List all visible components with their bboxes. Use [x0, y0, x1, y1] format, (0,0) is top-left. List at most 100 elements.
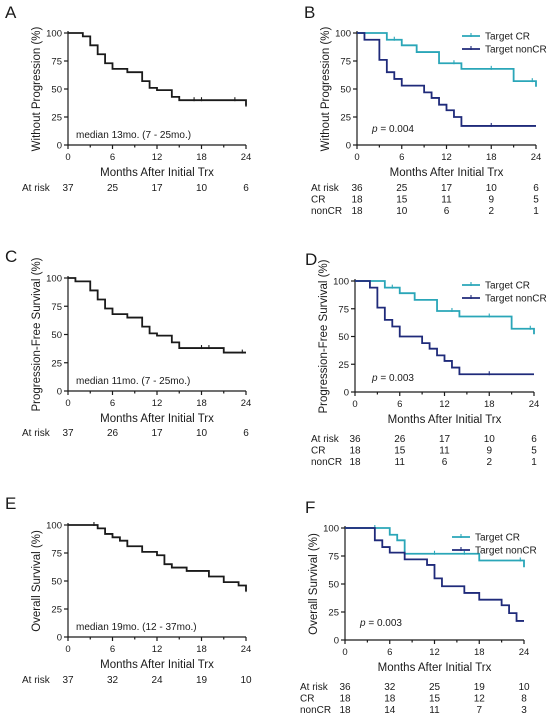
risk-count: 17 [441, 183, 453, 194]
legend-label: Target CR [475, 533, 520, 544]
risk-count: 18 [349, 446, 361, 457]
x-tick-label: 18 [486, 152, 497, 163]
risk-count: 10 [196, 183, 208, 194]
y-tick-label: 25 [51, 358, 62, 369]
y-tick-label: 0 [57, 387, 62, 398]
x-tick-label: 12 [152, 398, 163, 409]
panel-c: C 0 25 50 75 100 0 6 12 18 24 Months After Initial … [5, 247, 251, 439]
y-tick-label: 75 [338, 304, 349, 315]
x-tick-label: 12 [441, 152, 452, 163]
risk-count: 1 [531, 457, 537, 468]
panel-e: E 0 25 50 75 100 0 6 12 18 24 Months After Initial … [5, 494, 252, 686]
risk-row-label: At risk [22, 428, 51, 439]
risk-count: 6 [243, 183, 249, 194]
panel-label: F [305, 498, 315, 517]
risk-row-label: CR [311, 195, 325, 206]
risk-row-label: CR [311, 446, 325, 457]
x-tick-label: 12 [439, 399, 450, 410]
risk-count: 11 [395, 457, 406, 468]
risk-count: 17 [151, 183, 163, 194]
median-annotation: median 11mo. (7 - 25mo.) [76, 376, 190, 387]
x-tick-label: 0 [65, 398, 70, 409]
y-tick-label: 75 [51, 57, 62, 68]
panel-label: B [304, 3, 315, 22]
risk-count: 37 [62, 428, 74, 439]
risk-count: 18 [339, 705, 351, 716]
risk-count: 26 [107, 428, 119, 439]
risk-count: 36 [351, 183, 363, 194]
risk-row-label: nonCR [311, 206, 342, 217]
km-curve-overall [68, 524, 247, 592]
risk-count: 2 [486, 457, 492, 468]
x-axis-label: Months After Initial Trx [100, 413, 214, 425]
panel-label: E [5, 494, 16, 513]
x-tick-label: 0 [65, 644, 70, 655]
x-tick-label: 24 [529, 399, 540, 410]
y-axis-label: Overall Survival (%) [308, 533, 320, 635]
km-curve-target-noncr [355, 280, 534, 376]
y-tick-label: 75 [328, 552, 339, 563]
x-tick-label: 6 [399, 152, 404, 163]
y-tick-label: 25 [51, 605, 62, 616]
x-tick-label: 24 [241, 152, 252, 163]
risk-count: 12 [474, 694, 486, 705]
km-curve-overall [68, 32, 247, 106]
risk-count: 18 [351, 206, 363, 217]
y-tick-label: 25 [340, 113, 351, 124]
y-tick-label: 50 [51, 330, 62, 341]
y-tick-label: 0 [344, 388, 349, 399]
y-tick-label: 100 [333, 277, 349, 288]
y-tick-label: 0 [57, 633, 62, 644]
y-axis-label: Without Progression (%) [31, 27, 43, 152]
y-tick-label: 0 [57, 141, 62, 152]
y-tick-label: 25 [328, 608, 339, 619]
x-tick-label: 6 [110, 152, 115, 163]
y-tick-label: 100 [46, 29, 62, 40]
km-curve-target-cr [355, 280, 535, 335]
y-tick-label: 25 [338, 360, 349, 371]
x-tick-label: 12 [152, 152, 163, 163]
risk-row-label: CR [300, 694, 314, 705]
risk-count: 15 [394, 446, 406, 457]
risk-count: 18 [351, 195, 363, 206]
risk-count: 6 [444, 206, 450, 217]
risk-row-label: At risk [311, 434, 340, 445]
y-axis-label: Overall Survival (%) [31, 530, 43, 632]
risk-count: 6 [442, 457, 448, 468]
x-tick-label: 24 [241, 644, 252, 655]
y-tick-label: 75 [51, 302, 62, 313]
legend-label: Target CR [485, 32, 530, 43]
x-tick-label: 24 [519, 647, 530, 658]
risk-count: 25 [396, 183, 408, 194]
risk-count: 6 [531, 434, 537, 445]
p-value-annotation: p = 0.003 [359, 618, 402, 629]
x-tick-label: 12 [429, 647, 440, 658]
y-axis-label: Progression-Free Survival (%) [318, 259, 330, 413]
x-tick-label: 6 [397, 399, 402, 410]
risk-count: 10 [240, 675, 252, 686]
risk-count: 15 [429, 694, 441, 705]
risk-count: 5 [533, 195, 539, 206]
km-curve-target-cr [345, 527, 525, 568]
y-tick-label: 50 [338, 332, 349, 343]
risk-count: 6 [243, 428, 249, 439]
km-curve-overall [68, 277, 246, 354]
risk-count: 7 [476, 705, 482, 716]
legend-label: Target nonCR [485, 294, 547, 305]
y-tick-label: 50 [51, 577, 62, 588]
risk-count: 8 [521, 694, 527, 705]
y-tick-label: 75 [51, 549, 62, 560]
x-tick-label: 18 [474, 647, 485, 658]
km-curve-target-cr [357, 32, 537, 87]
x-axis-label: Months After Initial Trx [390, 167, 504, 179]
x-tick-label: 6 [110, 644, 115, 655]
x-tick-label: 18 [484, 399, 495, 410]
y-tick-label: 50 [328, 580, 339, 591]
x-tick-label: 12 [152, 644, 163, 655]
risk-count: 14 [384, 705, 396, 716]
risk-count: 32 [107, 675, 119, 686]
risk-count: 9 [486, 446, 492, 457]
panel-label: D [305, 250, 317, 269]
y-tick-label: 100 [46, 274, 62, 285]
